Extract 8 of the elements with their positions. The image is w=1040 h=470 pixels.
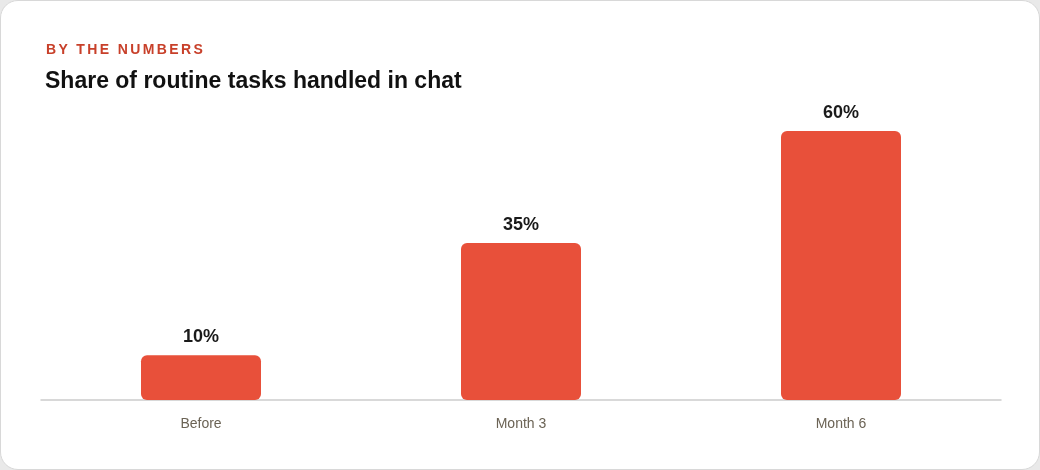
x-tick-label: Month 3 [495, 415, 547, 431]
data-label: 10% [182, 326, 220, 347]
data-label: 35% [502, 214, 540, 235]
chart-subtitle: BY THE NUMBERS [46, 41, 206, 57]
x-tick-label: Before [180, 415, 222, 431]
chart-title: Share of routine tasks handled in chat [45, 66, 462, 93]
x-tick-label: Month 6 [815, 415, 867, 431]
data-label: 60% [822, 102, 860, 122]
